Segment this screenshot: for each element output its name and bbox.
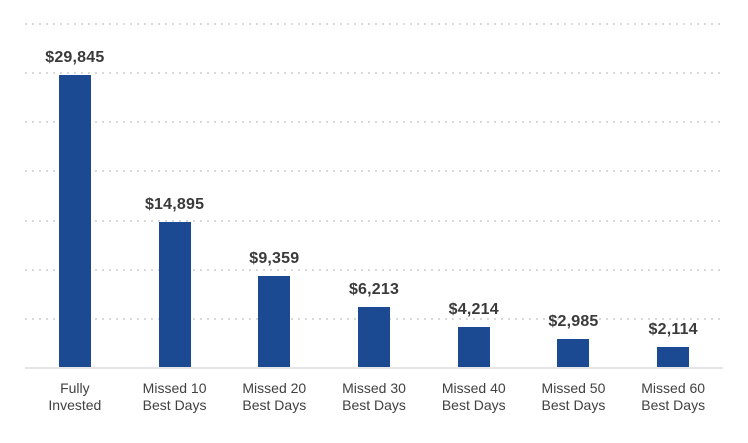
x-axis-label: Missed 30 Best Days <box>324 380 424 414</box>
bar-value-label: $2,114 <box>648 321 698 339</box>
x-axis-label-line: Missed 20 <box>242 380 307 396</box>
x-axis-label-line: Best Days <box>242 397 307 413</box>
x-axis-label-line: Fully <box>60 380 90 396</box>
x-axis-label-line: Best Days <box>342 397 406 413</box>
bar-column: $14,895 <box>125 0 225 368</box>
bar-value-label: $9,359 <box>249 250 300 268</box>
bar <box>457 326 490 368</box>
bar <box>557 338 590 368</box>
bar-value-label: $14,895 <box>144 195 205 213</box>
bar <box>58 74 91 368</box>
x-axis-line <box>25 367 723 369</box>
bar <box>358 306 391 368</box>
bar-column: $9,359 <box>224 0 324 368</box>
x-axis-label-line: Missed 60 <box>641 380 706 396</box>
gridline <box>25 121 723 124</box>
bar-column: $4,214 <box>424 0 524 368</box>
bar-columns: $29,845 $14,895 $9,359 $6,213 $4,214 $2,985 $2… <box>25 0 723 368</box>
plot-area: $29,845 $14,895 $9,359 $6,213 $4,214 $2,985 $2… <box>25 0 723 369</box>
gridline <box>25 268 723 271</box>
bar-value-label: $4,214 <box>448 300 499 318</box>
gridline <box>25 170 723 173</box>
bar-column: $6,213 <box>324 0 424 368</box>
x-axis-label: Fully Invested <box>25 380 125 414</box>
x-axis-label: Missed 40 Best Days <box>424 380 524 414</box>
bar-column: $29,845 <box>25 0 125 368</box>
gridline <box>25 72 723 75</box>
gridline <box>25 219 723 222</box>
x-axis-label: Missed 20 Best Days <box>224 380 324 414</box>
x-axis-label: Missed 60 Best Days <box>623 380 723 414</box>
x-axis-labels: Fully Invested Missed 10 Best Days Missed 20… <box>25 380 723 414</box>
x-axis-label-line: Best Days <box>541 397 606 413</box>
x-axis-label-line: Missed 50 <box>541 380 606 396</box>
x-axis-label-line: Missed 40 <box>441 380 506 396</box>
bar <box>258 276 291 368</box>
x-axis-label-line: Invested <box>48 397 102 413</box>
bar <box>657 347 690 368</box>
x-axis-label-line: Best Days <box>641 397 706 413</box>
x-axis-label: Missed 50 Best Days <box>524 380 624 414</box>
bar-column: $2,985 <box>524 0 624 368</box>
bar-value-label: $2,985 <box>548 312 599 330</box>
x-axis-label: Missed 10 Best Days <box>125 380 225 414</box>
x-axis-label-line: Missed 10 <box>142 380 207 396</box>
bar-value-label: $6,213 <box>348 280 400 298</box>
bar <box>158 221 191 368</box>
gridline <box>25 23 723 25</box>
x-axis-label-line: Best Days <box>142 397 207 413</box>
bar-column: $2,114 <box>623 0 723 368</box>
x-axis-label-line: Missed 30 <box>342 380 406 396</box>
bar-value-label: $29,845 <box>45 48 105 66</box>
x-axis-label-line: Best Days <box>441 397 506 413</box>
